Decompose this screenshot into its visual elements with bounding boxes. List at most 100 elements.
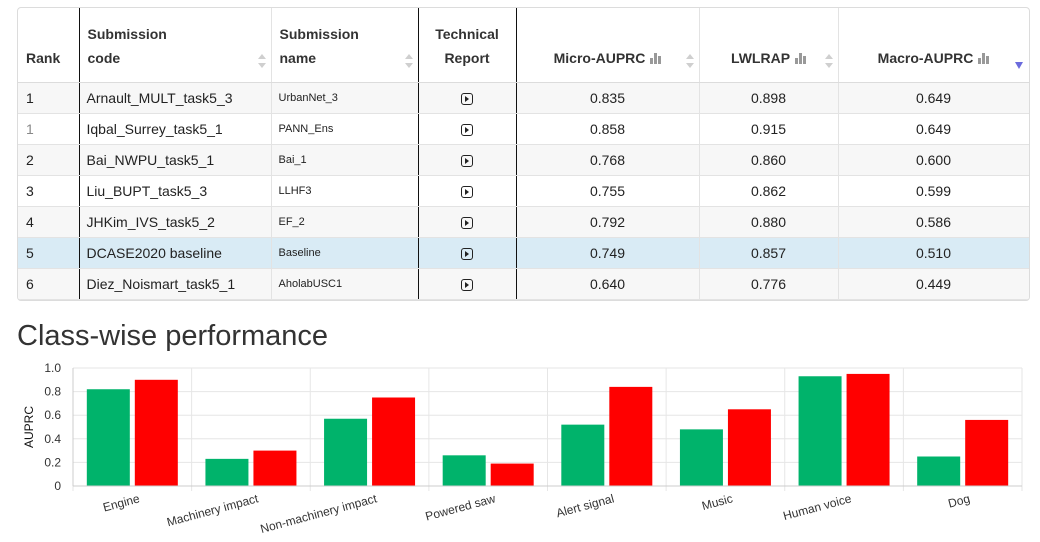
macro-auprc-cell: 0.586: [838, 206, 1029, 238]
bar-series2-powered-saw[interactable]: [490, 463, 534, 486]
sort-icon[interactable]: [824, 54, 833, 68]
rank-cell: 1: [18, 82, 80, 114]
bar-chart-icon[interactable]: [978, 53, 990, 64]
micro-auprc-cell: 0.749: [516, 237, 700, 269]
bar-series2-alert-signal[interactable]: [609, 386, 653, 486]
sort-icon[interactable]: [685, 54, 694, 68]
bar-series1-powered-saw[interactable]: [442, 455, 486, 486]
submission-code-cell: Iqbal_Surrey_task5_1: [79, 113, 272, 145]
bar-series2-human-voice[interactable]: [846, 373, 890, 486]
header-text: Micro-AUPRC: [553, 50, 646, 66]
micro-auprc-cell: 0.755: [516, 175, 700, 207]
col-header-submission-name[interactable]: Submission name: [271, 8, 419, 83]
submission-name-cell: LLHF3: [271, 175, 419, 207]
header-text: Macro-AUPRC: [877, 50, 974, 66]
technical-report-cell: [418, 144, 517, 176]
col-header-lwlrap[interactable]: LWLRAP: [699, 8, 839, 83]
document-play-icon[interactable]: [461, 248, 473, 261]
bar-series1-machinery-impact[interactable]: [205, 458, 249, 486]
submission-code-cell: Liu_BUPT_task5_3: [79, 175, 272, 207]
bar-chart-icon[interactable]: [650, 53, 662, 64]
lwlrap-cell: 0.857: [699, 237, 839, 269]
submission-name-cell: PANN_Ens: [271, 113, 419, 145]
submission-name-header-label: Submission name: [272, 22, 418, 82]
lwlrap-cell: 0.898: [699, 82, 839, 114]
rank-cell: 6: [18, 268, 80, 300]
sort-descending-icon[interactable]: [1014, 62, 1023, 69]
bar-chart-icon[interactable]: [795, 53, 807, 64]
bar-series1-dog[interactable]: [917, 456, 961, 487]
header-line: Submission: [87, 26, 167, 42]
document-play-icon[interactable]: [461, 217, 473, 230]
technical-report-cell: [418, 237, 517, 269]
submission-name-cell: Bai_1: [271, 144, 419, 176]
table-row[interactable]: 6 Diez_Noismart_task5_1 AholabUSC1 0.640 0.7…: [18, 268, 1029, 300]
rank-cell: 5: [18, 237, 80, 269]
bar-series2-dog[interactable]: [965, 419, 1009, 486]
header-line: Technical: [435, 26, 499, 42]
macro-auprc-cell: 0.510: [838, 237, 1029, 269]
table-row[interactable]: 2 Bai_NWPU_task5_1 Bai_1 0.768 0.860 0.600: [18, 144, 1029, 176]
header-text: LWLRAP: [730, 50, 791, 66]
micro-auprc-cell: 0.640: [516, 268, 700, 300]
micro-auprc-cell: 0.792: [516, 206, 700, 238]
y-tick-label: 0: [54, 479, 61, 493]
submission-code-cell: DCASE2020 baseline: [79, 237, 272, 269]
results-table-container: Rank Submission code Submission name Techn…: [17, 7, 1030, 301]
lwlrap-cell: 0.915: [699, 113, 839, 145]
y-tick-label: 0.6: [44, 408, 61, 422]
bar-series2-non-machinery-impact[interactable]: [372, 397, 416, 487]
x-tick-label: Dog: [947, 491, 972, 510]
technical-report-cell: [418, 268, 517, 300]
technical-report-cell: [418, 175, 517, 207]
lwlrap-cell: 0.860: [699, 144, 839, 176]
macro-auprc-cell: 0.600: [838, 144, 1029, 176]
lwlrap-cell: 0.862: [699, 175, 839, 207]
bar-series1-music[interactable]: [679, 429, 723, 486]
micro-auprc-header-label: Micro-AUPRC: [517, 46, 699, 82]
table-row[interactable]: 1 Iqbal_Surrey_task5_1 PANN_Ens 0.858 0.915 0…: [18, 113, 1029, 145]
bar-series1-alert-signal[interactable]: [561, 424, 605, 486]
submission-code-cell: Bai_NWPU_task5_1: [79, 144, 272, 176]
section-title: Class-wise performance: [17, 320, 329, 352]
y-tick-label: 1.0: [44, 361, 61, 375]
document-play-icon[interactable]: [461, 124, 473, 137]
macro-auprc-cell: 0.449: [838, 268, 1029, 300]
header-line: name: [279, 50, 317, 66]
document-play-icon[interactable]: [461, 186, 473, 199]
col-header-submission-code[interactable]: Submission code: [79, 8, 272, 83]
table-row[interactable]: 4 JHKim_IVS_task5_2 EF_2 0.792 0.880 0.586: [18, 206, 1029, 238]
header-line: Submission: [279, 26, 359, 42]
sort-icon[interactable]: [257, 54, 266, 68]
submission-code-cell: Arnault_MULT_task5_3: [79, 82, 272, 114]
bar-series2-machinery-impact[interactable]: [253, 450, 297, 486]
micro-auprc-cell: 0.835: [516, 82, 700, 114]
col-header-macro-auprc[interactable]: Macro-AUPRC: [838, 8, 1029, 83]
technical-report-cell: [418, 113, 517, 145]
table-row[interactable]: 1 Arnault_MULT_task5_3 UrbanNet_3 0.835 0.89…: [18, 82, 1029, 114]
col-header-rank[interactable]: Rank: [18, 8, 80, 83]
rank-cell: 2: [18, 144, 80, 176]
table-row[interactable]: 3 Liu_BUPT_task5_3 LLHF3 0.755 0.862 0.599: [18, 175, 1029, 207]
document-play-icon[interactable]: [461, 279, 473, 292]
document-play-icon[interactable]: [461, 155, 473, 168]
bar-series2-engine[interactable]: [134, 379, 178, 486]
table-header-row: Rank Submission code Submission name Techn…: [18, 8, 1029, 83]
rank-header-label: Rank: [26, 50, 61, 66]
macro-auprc-cell: 0.649: [838, 113, 1029, 145]
macro-auprc-cell: 0.649: [838, 82, 1029, 114]
y-tick-label: 0.8: [44, 385, 61, 399]
bar-series2-music[interactable]: [727, 409, 771, 486]
rank-cell: 3: [18, 175, 80, 207]
bar-series1-engine[interactable]: [86, 389, 130, 486]
submission-name-cell: UrbanNet_3: [271, 82, 419, 114]
x-tick-label: Non-machinery impact: [259, 491, 379, 536]
y-axis-label: AUPRC: [22, 406, 36, 448]
table-row[interactable]: 5 DCASE2020 baseline Baseline 0.749 0.857 0.5…: [18, 237, 1029, 269]
bar-series1-human-voice[interactable]: [798, 376, 842, 486]
x-tick-label: Machinery impact: [165, 491, 260, 529]
col-header-micro-auprc[interactable]: Micro-AUPRC: [516, 8, 700, 83]
sort-icon[interactable]: [404, 54, 413, 68]
bar-series1-non-machinery-impact[interactable]: [324, 418, 368, 486]
document-play-icon[interactable]: [461, 93, 473, 106]
